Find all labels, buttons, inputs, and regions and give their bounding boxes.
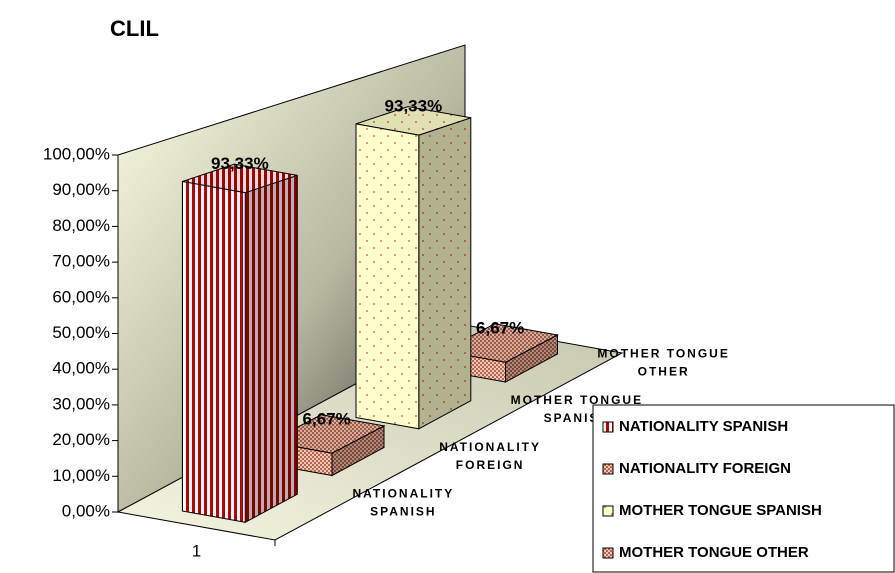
bar-side-shade (245, 175, 298, 523)
legend-swatch (602, 505, 614, 517)
y-tick-label: 70,00% (52, 252, 110, 271)
value-label: 6,67% (303, 409, 351, 428)
bar-side-shade (332, 425, 384, 476)
legend-swatch (602, 421, 614, 433)
value-label: 6,67% (476, 319, 524, 338)
bar-side-shade (418, 117, 471, 429)
y-tick-label: 30,00% (52, 394, 110, 413)
legend-label: NATIONALITY FOREIGN (619, 460, 791, 477)
y-tick-label: 80,00% (52, 216, 110, 235)
y-tick-label: 60,00% (52, 287, 110, 306)
bar-front (355, 123, 420, 430)
depth-label: MOTHER TONGUE OTHER (597, 347, 729, 379)
bar-top-shade (269, 414, 384, 454)
legend-label: MOTHER TONGUE SPANISH (619, 502, 822, 519)
y-tick-label: 90,00% (52, 180, 110, 199)
y-tick-label: 20,00% (52, 430, 110, 449)
y-tick-label: 50,00% (52, 323, 110, 342)
value-label: 93,33% (211, 154, 269, 173)
x-tick-label: 1 (192, 541, 201, 560)
legend-box (592, 404, 895, 573)
depth-label: MOTHER TONGUE SPANISH (511, 393, 643, 425)
legend-swatch (602, 463, 614, 475)
bar (267, 414, 386, 477)
y-tick-label: 10,00% (52, 466, 110, 485)
y-tick-label: 0,00% (62, 501, 110, 520)
legend-swatch (602, 547, 614, 559)
depth-label: NATIONALITY FOREIGN (439, 440, 541, 472)
bar-side-shade (505, 335, 558, 382)
y-tick-label: 40,00% (52, 359, 110, 378)
bar (355, 106, 472, 430)
depth-label: NATIONALITY SPANISH (352, 487, 454, 519)
value-label: 93,33% (385, 96, 443, 115)
bar-top-shade (442, 323, 558, 363)
bar-top-shade (182, 164, 298, 193)
bar-front (181, 180, 246, 523)
bar (181, 163, 298, 524)
bar-top-shade (356, 106, 471, 136)
chart-title: CLIL (110, 16, 159, 41)
legend-label: NATIONALITY SPANISH (619, 418, 788, 435)
legend-label: MOTHER TONGUE OTHER (619, 544, 809, 561)
y-tick-label: 100,00% (43, 144, 110, 163)
